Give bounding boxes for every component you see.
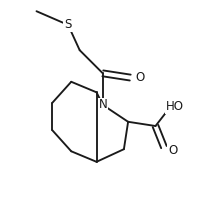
- Text: O: O: [168, 144, 177, 157]
- Text: N: N: [98, 98, 107, 112]
- Text: S: S: [64, 18, 72, 31]
- Text: HO: HO: [166, 100, 184, 113]
- Text: O: O: [135, 71, 145, 84]
